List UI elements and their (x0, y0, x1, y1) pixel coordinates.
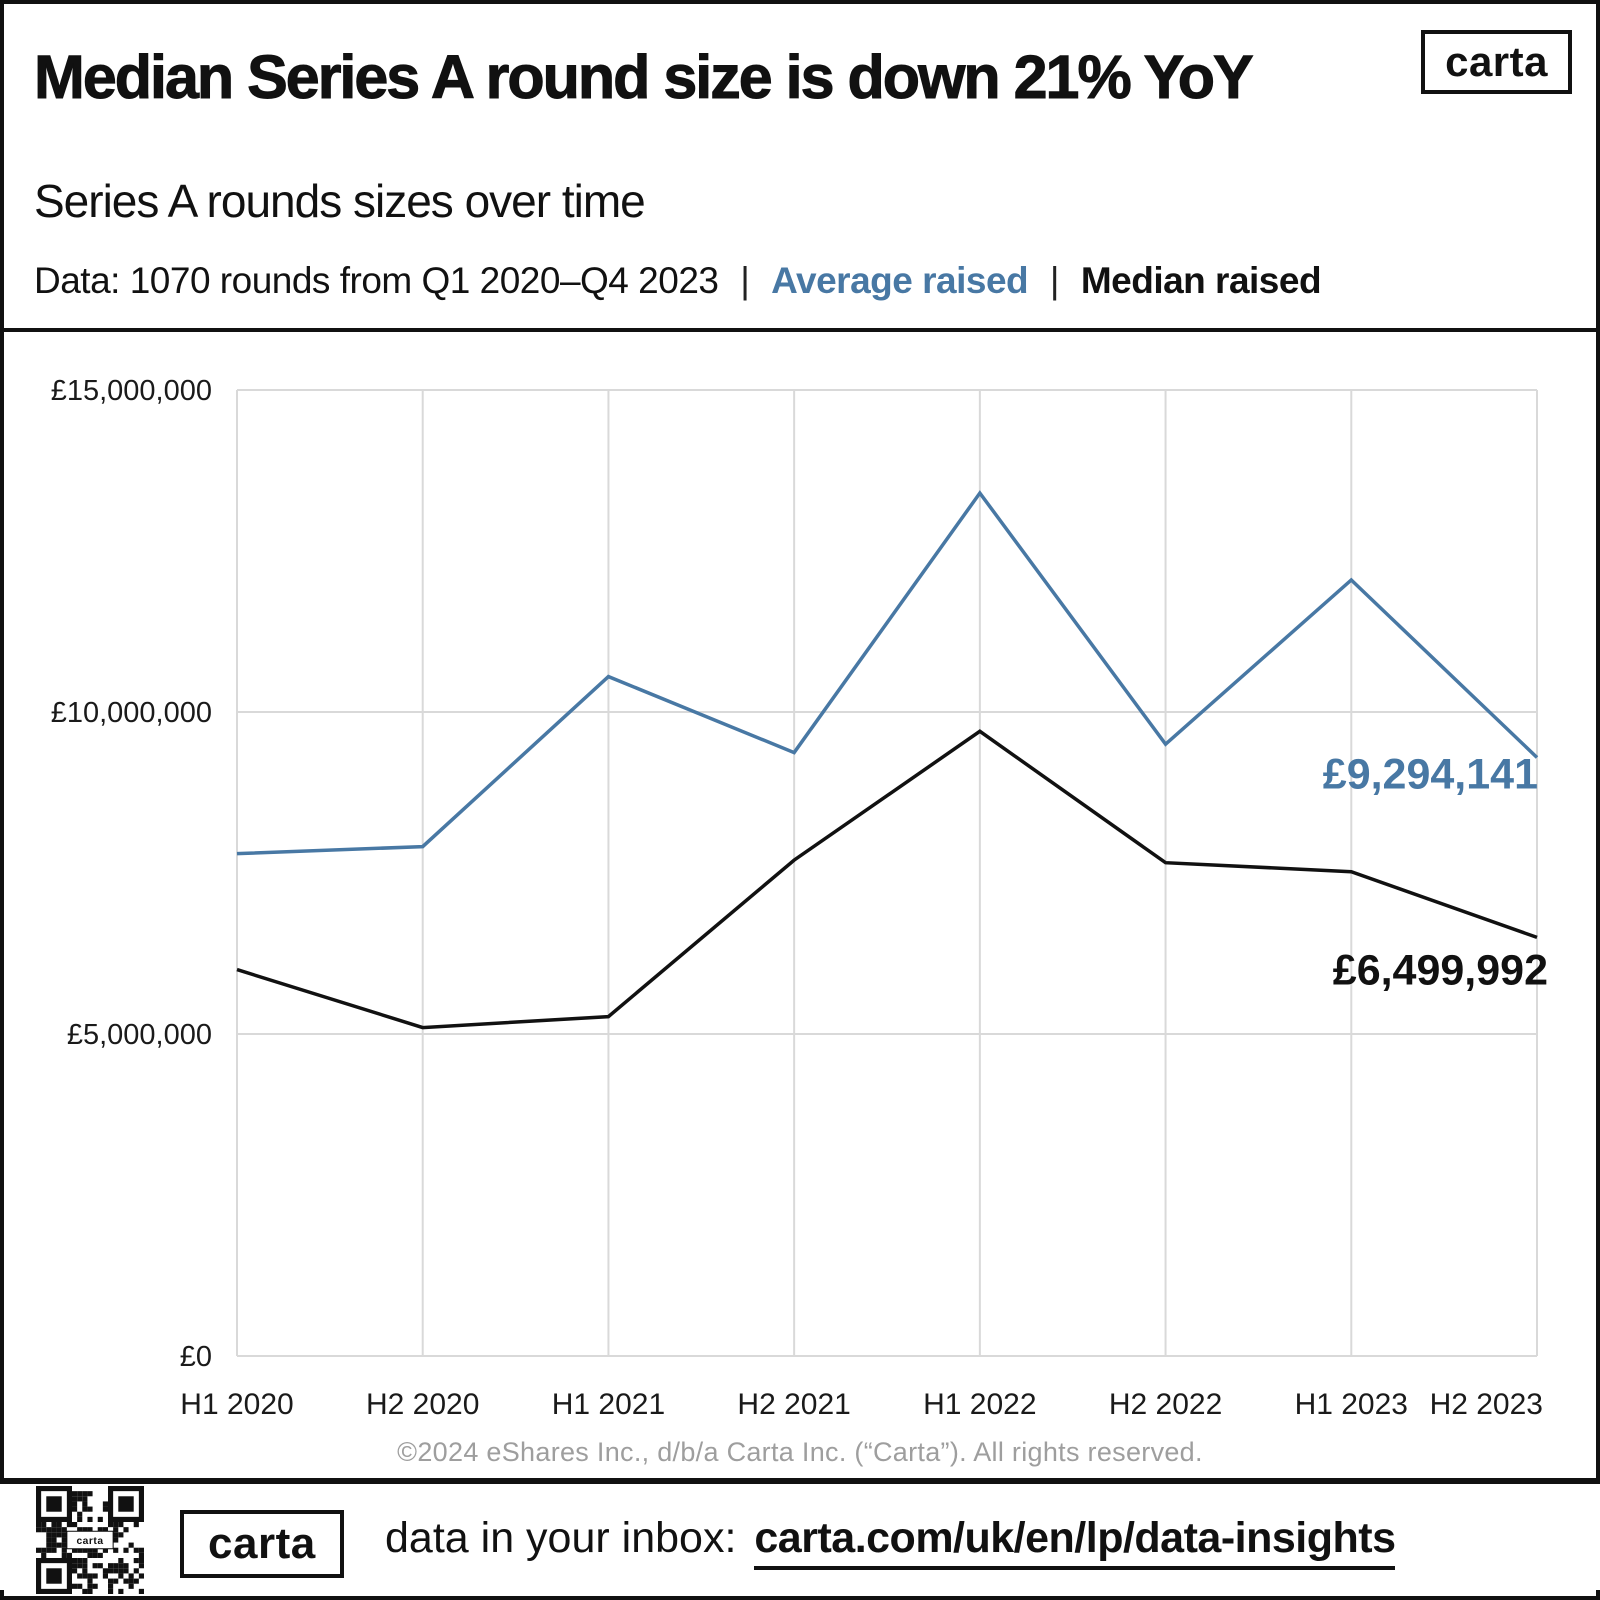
qr-center-label: carta (76, 1536, 103, 1547)
qr-code: carta (36, 1486, 144, 1594)
legend-median-raised: Median raised (1080, 260, 1322, 301)
footer-divider (0, 1478, 1600, 1484)
bottom-bar: carta carta data in your inbox: carta.com… (0, 1484, 1600, 1594)
data-note-text: Data: 1070 rounds from Q1 2020–Q4 2023 (34, 260, 719, 301)
data-insights-link[interactable]: carta.com/uk/en/lp/data-insights (754, 1514, 1396, 1570)
separator-pipe: | (1049, 260, 1060, 301)
page-title: Median Series A round size is down 21% Y… (34, 43, 1255, 111)
cta: data in your inbox: carta.com/uk/en/lp/da… (385, 1514, 1396, 1570)
legend-average-raised: Average raised (771, 260, 1029, 301)
separator-pipe: | (740, 260, 750, 301)
carta-logo-top: carta (1421, 30, 1572, 94)
cta-text: data in your inbox: (385, 1514, 737, 1562)
carta-wordmark: carta (1445, 38, 1548, 85)
data-note: Data: 1070 rounds from Q1 2020–Q4 2023 |… (34, 260, 1322, 302)
chart-subtitle: Series A rounds sizes over time (34, 175, 646, 227)
carta-logo-bottom: carta (180, 1510, 344, 1578)
carta-wordmark: carta (208, 1519, 316, 1568)
copyright-text: ©2024 eShares Inc., d/b/a Carta Inc. (“C… (397, 1437, 1203, 1467)
header-divider (0, 328, 1600, 332)
